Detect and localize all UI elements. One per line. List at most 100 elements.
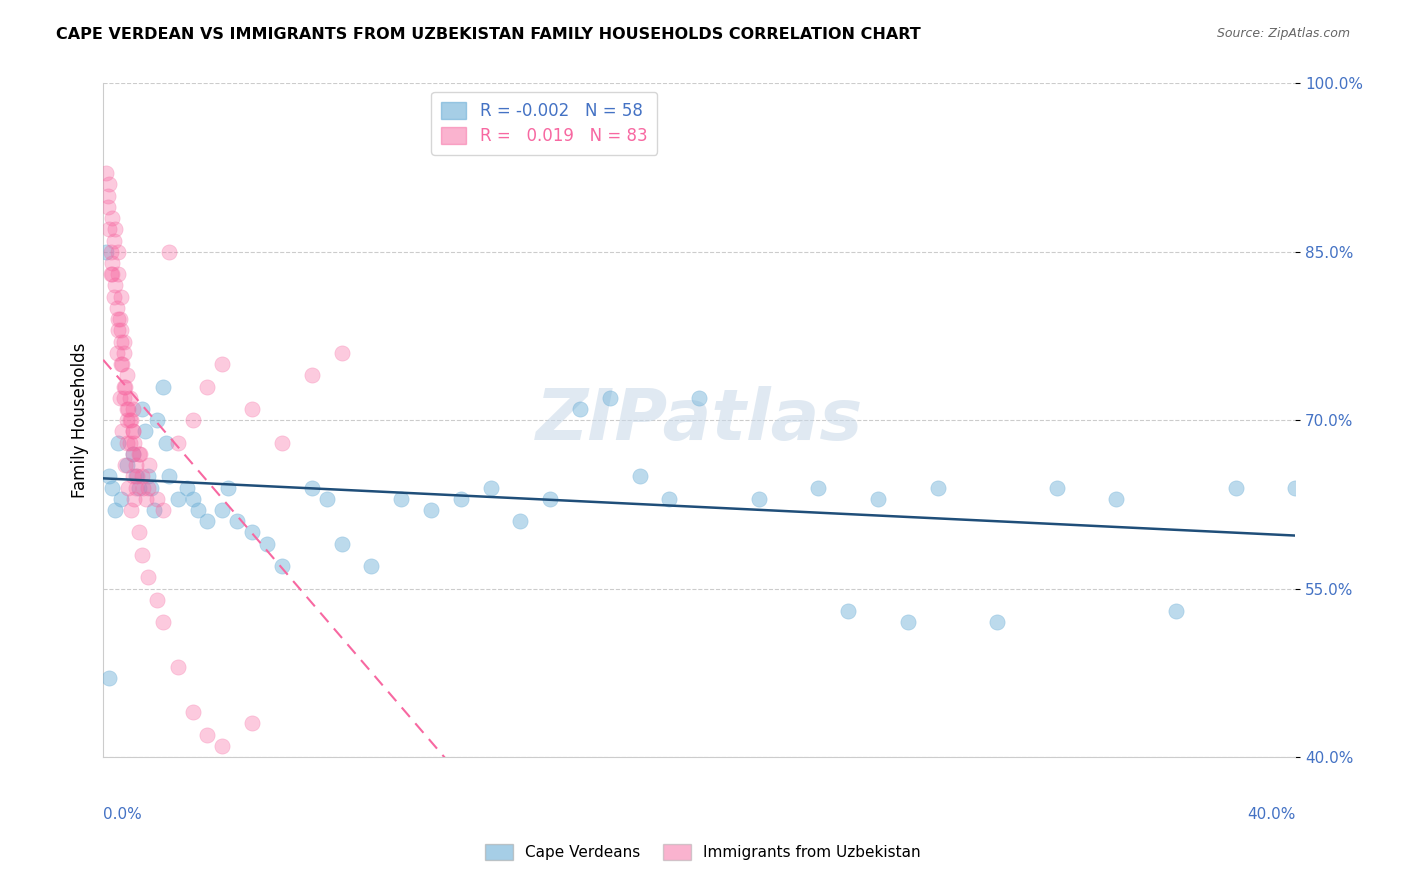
Point — [98, 222, 121, 236]
Point — [135, 491, 157, 506]
Point — [131, 401, 153, 416]
Point — [226, 514, 249, 528]
Point — [166, 435, 188, 450]
Point — [211, 357, 233, 371]
Point — [181, 491, 204, 506]
Point — [104, 222, 127, 236]
Point — [98, 178, 121, 192]
Point — [97, 200, 120, 214]
Point — [152, 503, 174, 517]
Point — [120, 503, 142, 517]
Point — [107, 323, 129, 337]
Point — [114, 379, 136, 393]
Point — [107, 435, 129, 450]
Point — [120, 413, 142, 427]
Text: Source: ZipAtlas.com: Source: ZipAtlas.com — [1216, 27, 1350, 40]
Point — [211, 739, 233, 753]
Point — [122, 425, 145, 439]
Point — [139, 481, 162, 495]
Point — [142, 503, 165, 517]
Point — [897, 615, 920, 630]
Point — [101, 211, 124, 226]
Point — [104, 503, 127, 517]
Point — [187, 503, 209, 517]
Point — [152, 615, 174, 630]
Point — [240, 401, 263, 416]
Point — [155, 435, 177, 450]
Point — [1164, 604, 1187, 618]
Text: ZIPatlas: ZIPatlas — [536, 385, 863, 455]
Point — [509, 514, 531, 528]
Point — [157, 469, 180, 483]
Point — [94, 166, 117, 180]
Point — [105, 346, 128, 360]
Point — [1046, 481, 1069, 495]
Point — [217, 481, 239, 495]
Point — [837, 604, 859, 618]
Point — [240, 525, 263, 540]
Point — [330, 346, 353, 360]
Point — [104, 278, 127, 293]
Point — [117, 481, 139, 495]
Text: 40.0%: 40.0% — [1247, 807, 1295, 822]
Point — [628, 469, 651, 483]
Point — [110, 290, 132, 304]
Point — [568, 401, 591, 416]
Point — [1284, 481, 1306, 495]
Point — [211, 503, 233, 517]
Point — [1225, 481, 1247, 495]
Point — [107, 267, 129, 281]
Point — [115, 458, 138, 472]
Point — [301, 368, 323, 383]
Point — [360, 559, 382, 574]
Point — [927, 481, 949, 495]
Point — [157, 244, 180, 259]
Point — [110, 491, 132, 506]
Point — [1105, 491, 1128, 506]
Point — [110, 334, 132, 349]
Point — [138, 458, 160, 472]
Point — [101, 481, 124, 495]
Point — [240, 716, 263, 731]
Point — [127, 469, 149, 483]
Point — [110, 323, 132, 337]
Point — [315, 491, 337, 506]
Point — [197, 379, 219, 393]
Point — [688, 391, 710, 405]
Point — [166, 660, 188, 674]
Point — [107, 312, 129, 326]
Point — [479, 481, 502, 495]
Point — [101, 267, 124, 281]
Point — [132, 481, 155, 495]
Point — [128, 447, 150, 461]
Point — [94, 244, 117, 259]
Point — [122, 447, 145, 461]
Point — [866, 491, 889, 506]
Point — [125, 469, 148, 483]
Point — [146, 592, 169, 607]
Point — [107, 244, 129, 259]
Point — [100, 244, 122, 259]
Point — [136, 481, 159, 495]
Point — [181, 705, 204, 719]
Text: 0.0%: 0.0% — [103, 807, 142, 822]
Point — [129, 447, 152, 461]
Point — [134, 425, 156, 439]
Point — [117, 401, 139, 416]
Point — [152, 379, 174, 393]
Point — [197, 514, 219, 528]
Point — [112, 346, 135, 360]
Point — [100, 267, 122, 281]
Point — [166, 491, 188, 506]
Point — [122, 447, 145, 461]
Point — [125, 458, 148, 472]
Point — [807, 481, 830, 495]
Point — [176, 481, 198, 495]
Legend: Cape Verdeans, Immigrants from Uzbekistan: Cape Verdeans, Immigrants from Uzbekista… — [479, 838, 927, 866]
Y-axis label: Family Households: Family Households — [72, 343, 89, 498]
Point — [97, 188, 120, 202]
Point — [136, 469, 159, 483]
Point — [98, 469, 121, 483]
Point — [146, 491, 169, 506]
Point — [658, 491, 681, 506]
